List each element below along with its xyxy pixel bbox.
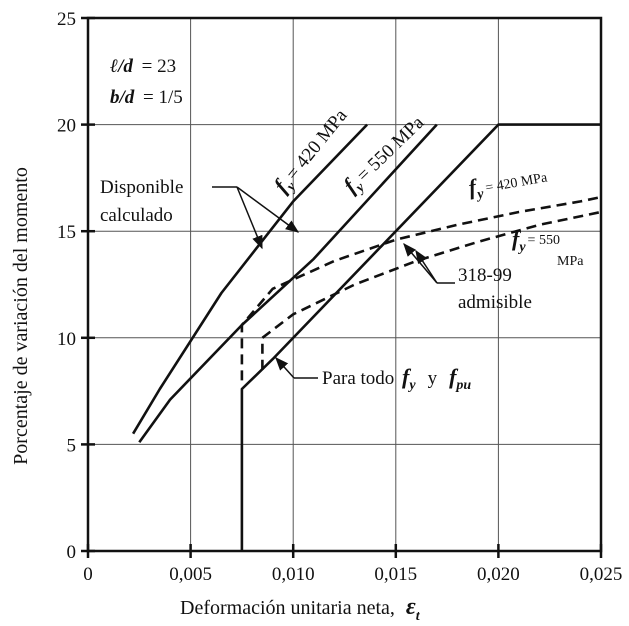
y-tick-label: 20: [57, 116, 76, 137]
x-tick-label: 0,020: [477, 564, 520, 585]
x-tick-label: 0: [83, 564, 93, 585]
bd-label: b/d: [110, 87, 135, 108]
ld-annotation: ℓ/d = 23: [110, 56, 176, 77]
disponible-arrow-1: [236, 186, 263, 250]
admisible-line2: admisible: [458, 292, 532, 313]
x-tick-label: 0,015: [374, 564, 417, 585]
fy-550-dash-value: = 550: [528, 233, 560, 248]
bd-annotation: b/d = 1/5: [110, 87, 183, 108]
fy-550-label: fy= 550 MPa: [338, 109, 431, 201]
x-tick-label: 0,010: [272, 564, 315, 585]
epsilon-subscript: t: [416, 609, 421, 624]
y-tick-label: 10: [57, 329, 76, 350]
series-line-3: [240, 123, 601, 551]
para-todo-fy-sub: y: [407, 378, 416, 393]
series-line-4: [240, 195, 602, 381]
fy-550-dash-sub: y: [517, 240, 526, 255]
tick-labels: 0 0,005 0,010 0,015 0,020 0,025 0 5 10 15 20 25: [57, 9, 622, 585]
fy-420-dash-label: fy= 420 MPa: [467, 161, 551, 203]
fy-420-dash-sub: y: [474, 187, 485, 203]
epsilon-symbol: ε: [406, 594, 416, 620]
ld-label: ℓ/d: [110, 56, 133, 77]
x-axis-title-text: Deformación unitaria neta,: [180, 597, 395, 619]
para-todo-label: Para todo fy y fpu: [322, 364, 471, 393]
fy-420-dash-value: = 420 MPa: [484, 170, 549, 196]
series-line-5: [261, 210, 602, 370]
y-axis-title-text: Porcentaje de variación del momento: [10, 167, 32, 465]
disponible-arrow-2: [236, 186, 300, 233]
fy-550-dash-f: f: [512, 226, 522, 251]
fy-550-dash-unit: MPa: [557, 254, 584, 269]
fy-420-value: = 420 MPa: [282, 105, 352, 184]
admisible-arrow-2: [415, 249, 438, 284]
para-todo-fpu: f: [449, 364, 459, 389]
y-axis-title: Porcentaje de variación del momento: [10, 167, 32, 465]
x-tick-label: 0,005: [169, 564, 212, 585]
para-todo-fy: f: [402, 364, 412, 389]
y-tick-label: 25: [57, 9, 76, 30]
grid-lines: [88, 18, 601, 551]
y-tick-label: 15: [57, 222, 76, 243]
series-line-1: [131, 123, 369, 435]
para-todo-text: Para todo: [322, 368, 394, 389]
ld-value: = 23: [142, 56, 176, 77]
plot-frame: [86, 16, 603, 553]
x-tick-label: 0,025: [580, 564, 623, 585]
x-axis-title: Deformación unitaria neta, εt: [180, 594, 421, 624]
series-group: [131, 123, 602, 551]
y-tick-label: 5: [67, 435, 77, 456]
para-todo-fpu-sub: pu: [455, 378, 471, 393]
admisible-line1: 318-99: [458, 265, 512, 286]
disponible-line2: calculado: [100, 205, 173, 226]
y-tick-label: 0: [67, 542, 77, 563]
bd-value: = 1/5: [143, 87, 183, 108]
fy-550-dash-label: fy = 550: [512, 226, 560, 255]
disponible-line1: Disponible: [100, 177, 183, 198]
para-todo-arrow: [275, 356, 295, 379]
para-todo-y: y: [428, 368, 438, 389]
